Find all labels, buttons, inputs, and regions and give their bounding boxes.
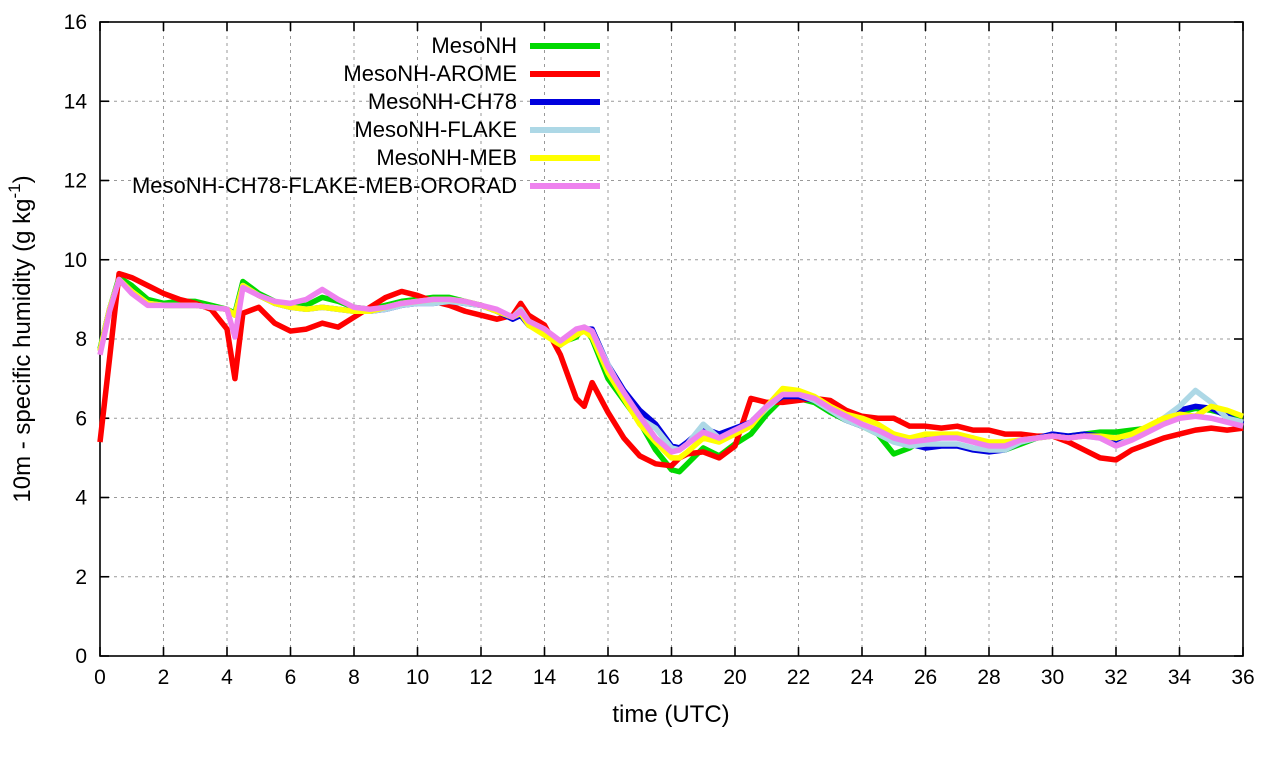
x-tick-label: 6 [285,666,297,689]
legend-label-mesonh-arome: MesoNH-AROME [343,61,517,86]
x-tick-label: 28 [977,666,1000,689]
x-axis-tick-labels: 0 2 4 6 8 10 12 14 16 18 20 22 24 26 28 30 32 34 36 [94,666,1255,689]
x-tick-label: 8 [348,666,360,689]
chart-legend: MesoNH MesoNH-AROME MesoNH-CH78 MesoNH-FLAK… [132,33,600,198]
y-tick-label: 2 [75,566,87,589]
y-axis-title-tail: ) [9,175,36,183]
x-tick-label: 14 [533,666,557,689]
legend-label-mesonh-ch78-flake-meb-ororad: MesoNH-CH78-FLAKE-MEB-ORORAD [132,173,517,198]
x-tick-label: 12 [469,666,492,689]
x-tick-label: 30 [1041,666,1064,689]
y-axis-title: 10m - specific humidity (g kg-1) [5,175,36,502]
x-tick-label: 16 [596,666,619,689]
legend-label-mesonh-ch78: MesoNH-CH78 [368,89,517,114]
x-tick-label: 22 [787,666,810,689]
y-tick-label: 12 [64,170,87,193]
series-line-mesonh-ch78-flake-meb-ororad [97,276,1244,455]
x-tick-label: 24 [850,666,874,689]
y-tick-label: 4 [75,487,87,510]
x-tick-label: 18 [660,666,683,689]
y-axis-title-base: 10m - specific humidity (g kg [9,199,36,503]
x-tick-label: 26 [914,666,937,689]
x-axis-title: time (UTC) [612,701,729,728]
y-axis-title-exponent: -1 [5,183,24,198]
legend-label-mesonh-flake: MesoNH-FLAKE [354,117,517,142]
series-line-mesonh-flake [97,276,1244,453]
svg-text:10m - specific humidity (g kg-: 10m - specific humidity (g kg-1) [5,175,36,502]
x-tick-label: 32 [1104,666,1127,689]
x-tick-label: 10 [406,666,429,689]
y-tick-label: 16 [64,11,87,34]
y-tick-label: 10 [64,249,87,272]
gridlines [100,22,1243,656]
series-line-mesonh-meb [97,276,1244,461]
x-tick-label: 20 [723,666,746,689]
data-series-group [97,270,1245,475]
y-tick-label: 14 [64,90,88,113]
legend-label-mesonh: MesoNH [431,33,517,58]
legend-label-mesonh-meb: MesoNH-MEB [376,145,517,170]
x-tick-label: 4 [221,666,233,689]
x-tick-label: 0 [94,666,106,689]
y-tick-label: 6 [75,407,87,430]
x-tick-label: 34 [1168,666,1192,689]
y-tick-label: 0 [75,645,87,668]
y-tick-label: 8 [75,328,87,351]
x-tick-label: 2 [158,666,170,689]
x-tick-label: 36 [1231,666,1254,689]
y-axis-tick-labels: 0 2 4 6 8 10 12 14 16 [64,11,88,668]
